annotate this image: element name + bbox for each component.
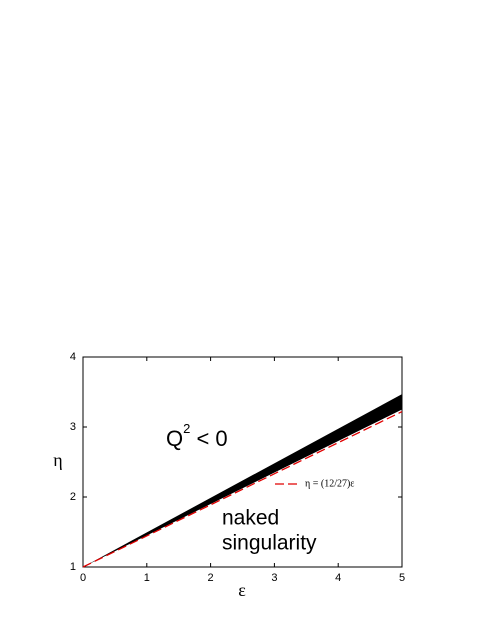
x-tick-label: 2 (208, 572, 214, 584)
x-tick-label: 4 (335, 572, 341, 584)
x-tick-label: 1 (144, 572, 150, 584)
y-tick-label: 4 (70, 351, 76, 363)
x-axis-label: ε (238, 580, 246, 600)
y-tick-label: 3 (70, 421, 76, 433)
series-line (82, 411, 403, 568)
plot-frame (82, 356, 403, 568)
region-label: singularity (222, 532, 317, 555)
region-label: Q2 < 0 (166, 421, 228, 450)
x-tick-label: 5 (399, 572, 405, 584)
y-tick-label: 2 (70, 491, 76, 503)
region-label-rest: < 0 (190, 426, 227, 451)
y-tick-label: 1 (70, 561, 76, 573)
legend-label: η = (12/27)ε (305, 478, 355, 489)
region-label-base: Q (166, 426, 183, 451)
x-tick-label: 0 (80, 572, 86, 584)
y-axis-label: η (53, 450, 62, 470)
region-label: naked (222, 507, 279, 530)
x-tick-label: 3 (271, 572, 277, 584)
region-label-sup: 2 (183, 421, 190, 436)
band-area (83, 394, 402, 567)
